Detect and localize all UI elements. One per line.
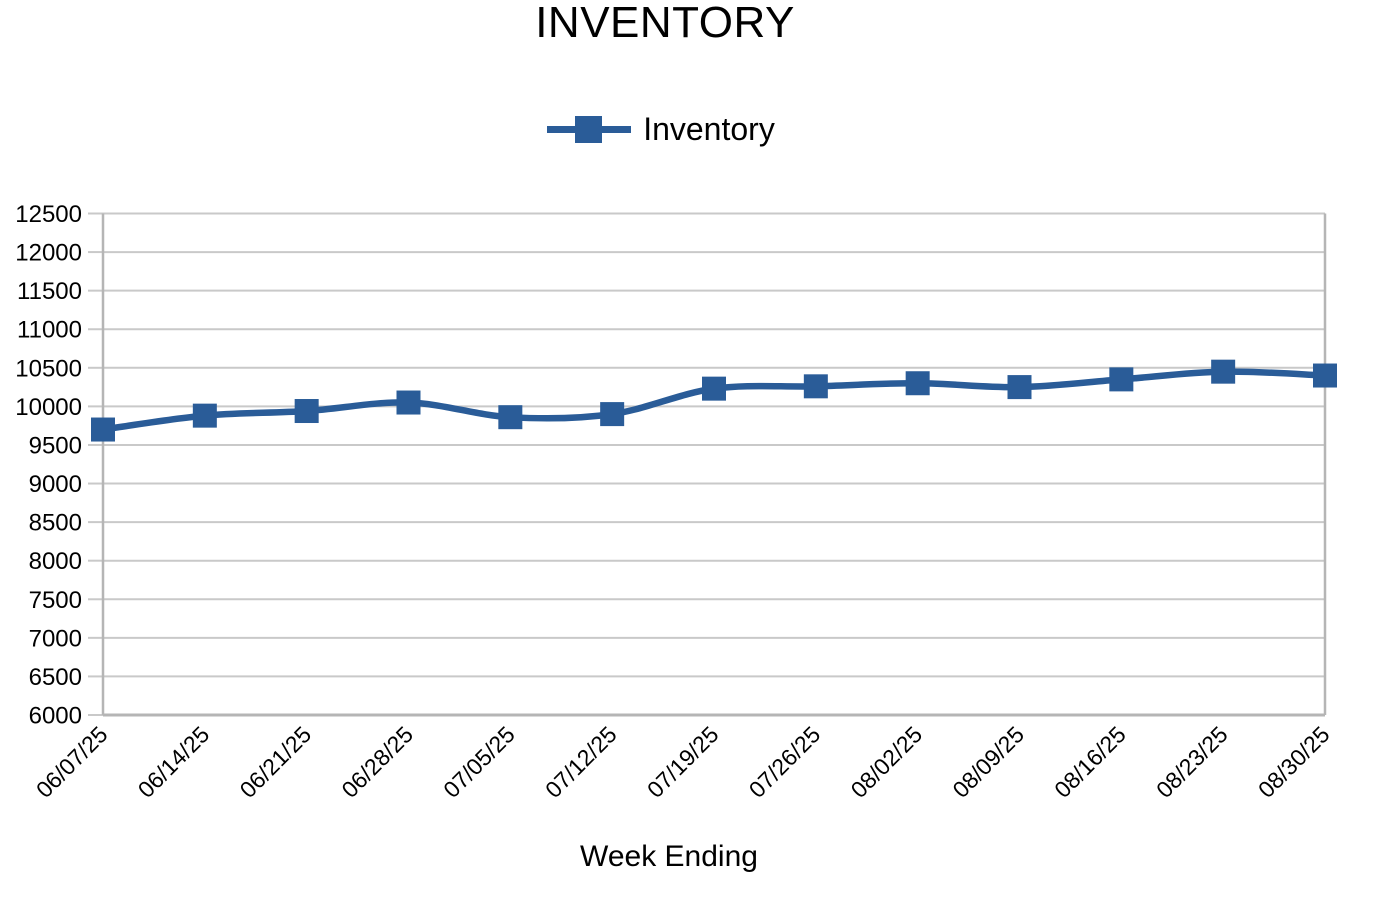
x-axis-label: 08/02/25 <box>846 721 928 803</box>
y-axis-label: 7000 <box>29 625 82 652</box>
data-point-marker <box>294 399 319 424</box>
data-point-marker <box>498 405 523 430</box>
y-axis-label: 10000 <box>15 394 82 421</box>
y-axis-label: 12500 <box>15 201 82 228</box>
y-axis-label: 11000 <box>17 317 82 344</box>
x-axis-label: 08/30/25 <box>1253 721 1335 803</box>
data-point-marker <box>1007 375 1032 400</box>
legend-square-icon <box>575 115 603 143</box>
x-axis-label: 07/26/25 <box>744 721 826 803</box>
data-point-marker <box>1211 359 1236 384</box>
y-axis-label: 12000 <box>15 240 82 267</box>
x-axis-label: 07/12/25 <box>540 721 622 803</box>
x-axis-label: 08/23/25 <box>1151 721 1233 803</box>
data-point-marker <box>396 390 421 415</box>
y-axis-label: 9500 <box>29 432 82 459</box>
y-axis-label: 11500 <box>17 278 82 305</box>
data-point-marker <box>702 376 726 401</box>
legend-label: Inventory <box>643 111 775 147</box>
x-axis-label: 06/07/25 <box>31 721 113 803</box>
y-axis-label: 10500 <box>15 355 82 382</box>
x-axis-label: 06/28/25 <box>336 721 418 803</box>
y-axis-label: 8000 <box>29 548 82 575</box>
x-axis-title: Week Ending <box>580 840 758 873</box>
x-axis-label: 06/14/25 <box>133 721 215 803</box>
x-axis-label: 07/19/25 <box>642 721 724 803</box>
y-axis-label: 6000 <box>29 703 82 730</box>
x-axis-label: 08/09/25 <box>947 721 1029 803</box>
chart-title: INVENTORY <box>535 0 795 47</box>
data-point-marker <box>1313 363 1337 388</box>
data-point-marker <box>803 374 828 399</box>
x-axis-label: 07/05/25 <box>438 721 520 803</box>
legend-series-marker-icon <box>547 115 632 143</box>
data-point-marker <box>600 402 625 427</box>
data-point-marker <box>1109 367 1134 392</box>
x-axis-label: 08/16/25 <box>1049 721 1131 803</box>
y-axis-label: 7500 <box>29 587 82 614</box>
data-point-marker <box>905 371 930 396</box>
data-point-marker <box>192 403 217 428</box>
y-axis-label: 9000 <box>29 471 82 498</box>
data-point-marker <box>91 417 115 442</box>
y-axis-label: 6500 <box>29 664 82 691</box>
y-axis-label: 8500 <box>29 510 82 537</box>
x-axis-label: 06/21/25 <box>235 721 317 803</box>
legend: Inventory <box>0 112 1322 146</box>
